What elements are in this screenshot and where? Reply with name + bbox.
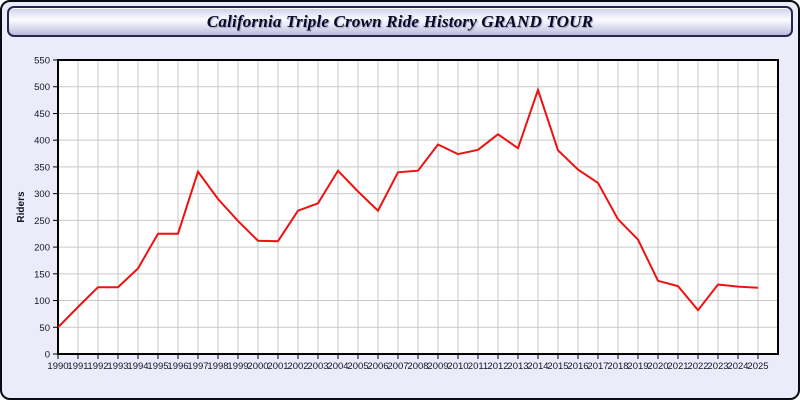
y-axis-labels: 0 50 100 150 200 250 300 350 400 450 500 550 (34, 56, 50, 361)
svg-text:2013: 2013 (507, 361, 528, 372)
svg-text:2020: 2020 (647, 361, 668, 372)
svg-text:2011: 2011 (468, 361, 488, 372)
svg-text:450: 450 (34, 109, 50, 120)
y-axis-title: Riders (16, 191, 27, 223)
svg-text:350: 350 (34, 162, 50, 173)
svg-text:2010: 2010 (447, 361, 468, 372)
svg-text:250: 250 (34, 216, 50, 227)
svg-text:1990: 1990 (47, 361, 68, 372)
page-title: California Triple Crown Ride History GRA… (206, 11, 594, 31)
svg-text:2017: 2017 (587, 361, 608, 372)
x-axis-labels: 1990199119921993199419951996199719981999… (47, 361, 768, 372)
svg-text:1994: 1994 (127, 361, 148, 372)
svg-text:2023: 2023 (707, 361, 728, 372)
svg-text:100: 100 (34, 296, 50, 307)
svg-text:1999: 1999 (227, 361, 248, 372)
svg-text:1992: 1992 (87, 361, 108, 372)
svg-text:2008: 2008 (407, 361, 428, 372)
svg-text:1993: 1993 (107, 361, 128, 372)
svg-text:0: 0 (45, 350, 50, 361)
svg-text:2002: 2002 (287, 361, 308, 372)
svg-text:2021: 2021 (667, 361, 688, 372)
svg-text:1991: 1991 (67, 361, 88, 372)
svg-text:400: 400 (34, 136, 50, 147)
svg-text:2019: 2019 (627, 361, 648, 372)
svg-text:1996: 1996 (167, 361, 188, 372)
svg-text:2018: 2018 (607, 361, 628, 372)
svg-text:2012: 2012 (487, 361, 508, 372)
svg-text:2000: 2000 (247, 361, 268, 372)
svg-text:550: 550 (34, 56, 50, 67)
svg-text:2007: 2007 (387, 361, 408, 372)
svg-text:2022: 2022 (687, 361, 708, 372)
riders-line-series (57, 86, 759, 329)
title-bar: California Triple Crown Ride History GRA… (7, 6, 793, 37)
svg-text:50: 50 (39, 323, 50, 334)
svg-text:2006: 2006 (367, 361, 388, 372)
svg-text:2009: 2009 (427, 361, 448, 372)
gridlines (58, 60, 778, 354)
svg-text:1998: 1998 (207, 361, 228, 372)
svg-text:1995: 1995 (147, 361, 168, 372)
svg-text:1997: 1997 (187, 361, 208, 372)
svg-text:500: 500 (34, 82, 50, 93)
svg-text:2016: 2016 (567, 361, 588, 372)
svg-text:2001: 2001 (267, 361, 288, 372)
svg-text:2003: 2003 (307, 361, 328, 372)
svg-text:2025: 2025 (747, 361, 768, 372)
svg-text:2015: 2015 (547, 361, 568, 372)
svg-text:2005: 2005 (347, 361, 368, 372)
svg-text:2004: 2004 (327, 361, 348, 372)
svg-text:2014: 2014 (527, 361, 548, 372)
svg-text:300: 300 (34, 189, 50, 200)
svg-text:200: 200 (34, 243, 50, 254)
svg-text:150: 150 (34, 269, 50, 280)
axis-ticks (53, 59, 759, 359)
svg-text:2024: 2024 (727, 361, 748, 372)
